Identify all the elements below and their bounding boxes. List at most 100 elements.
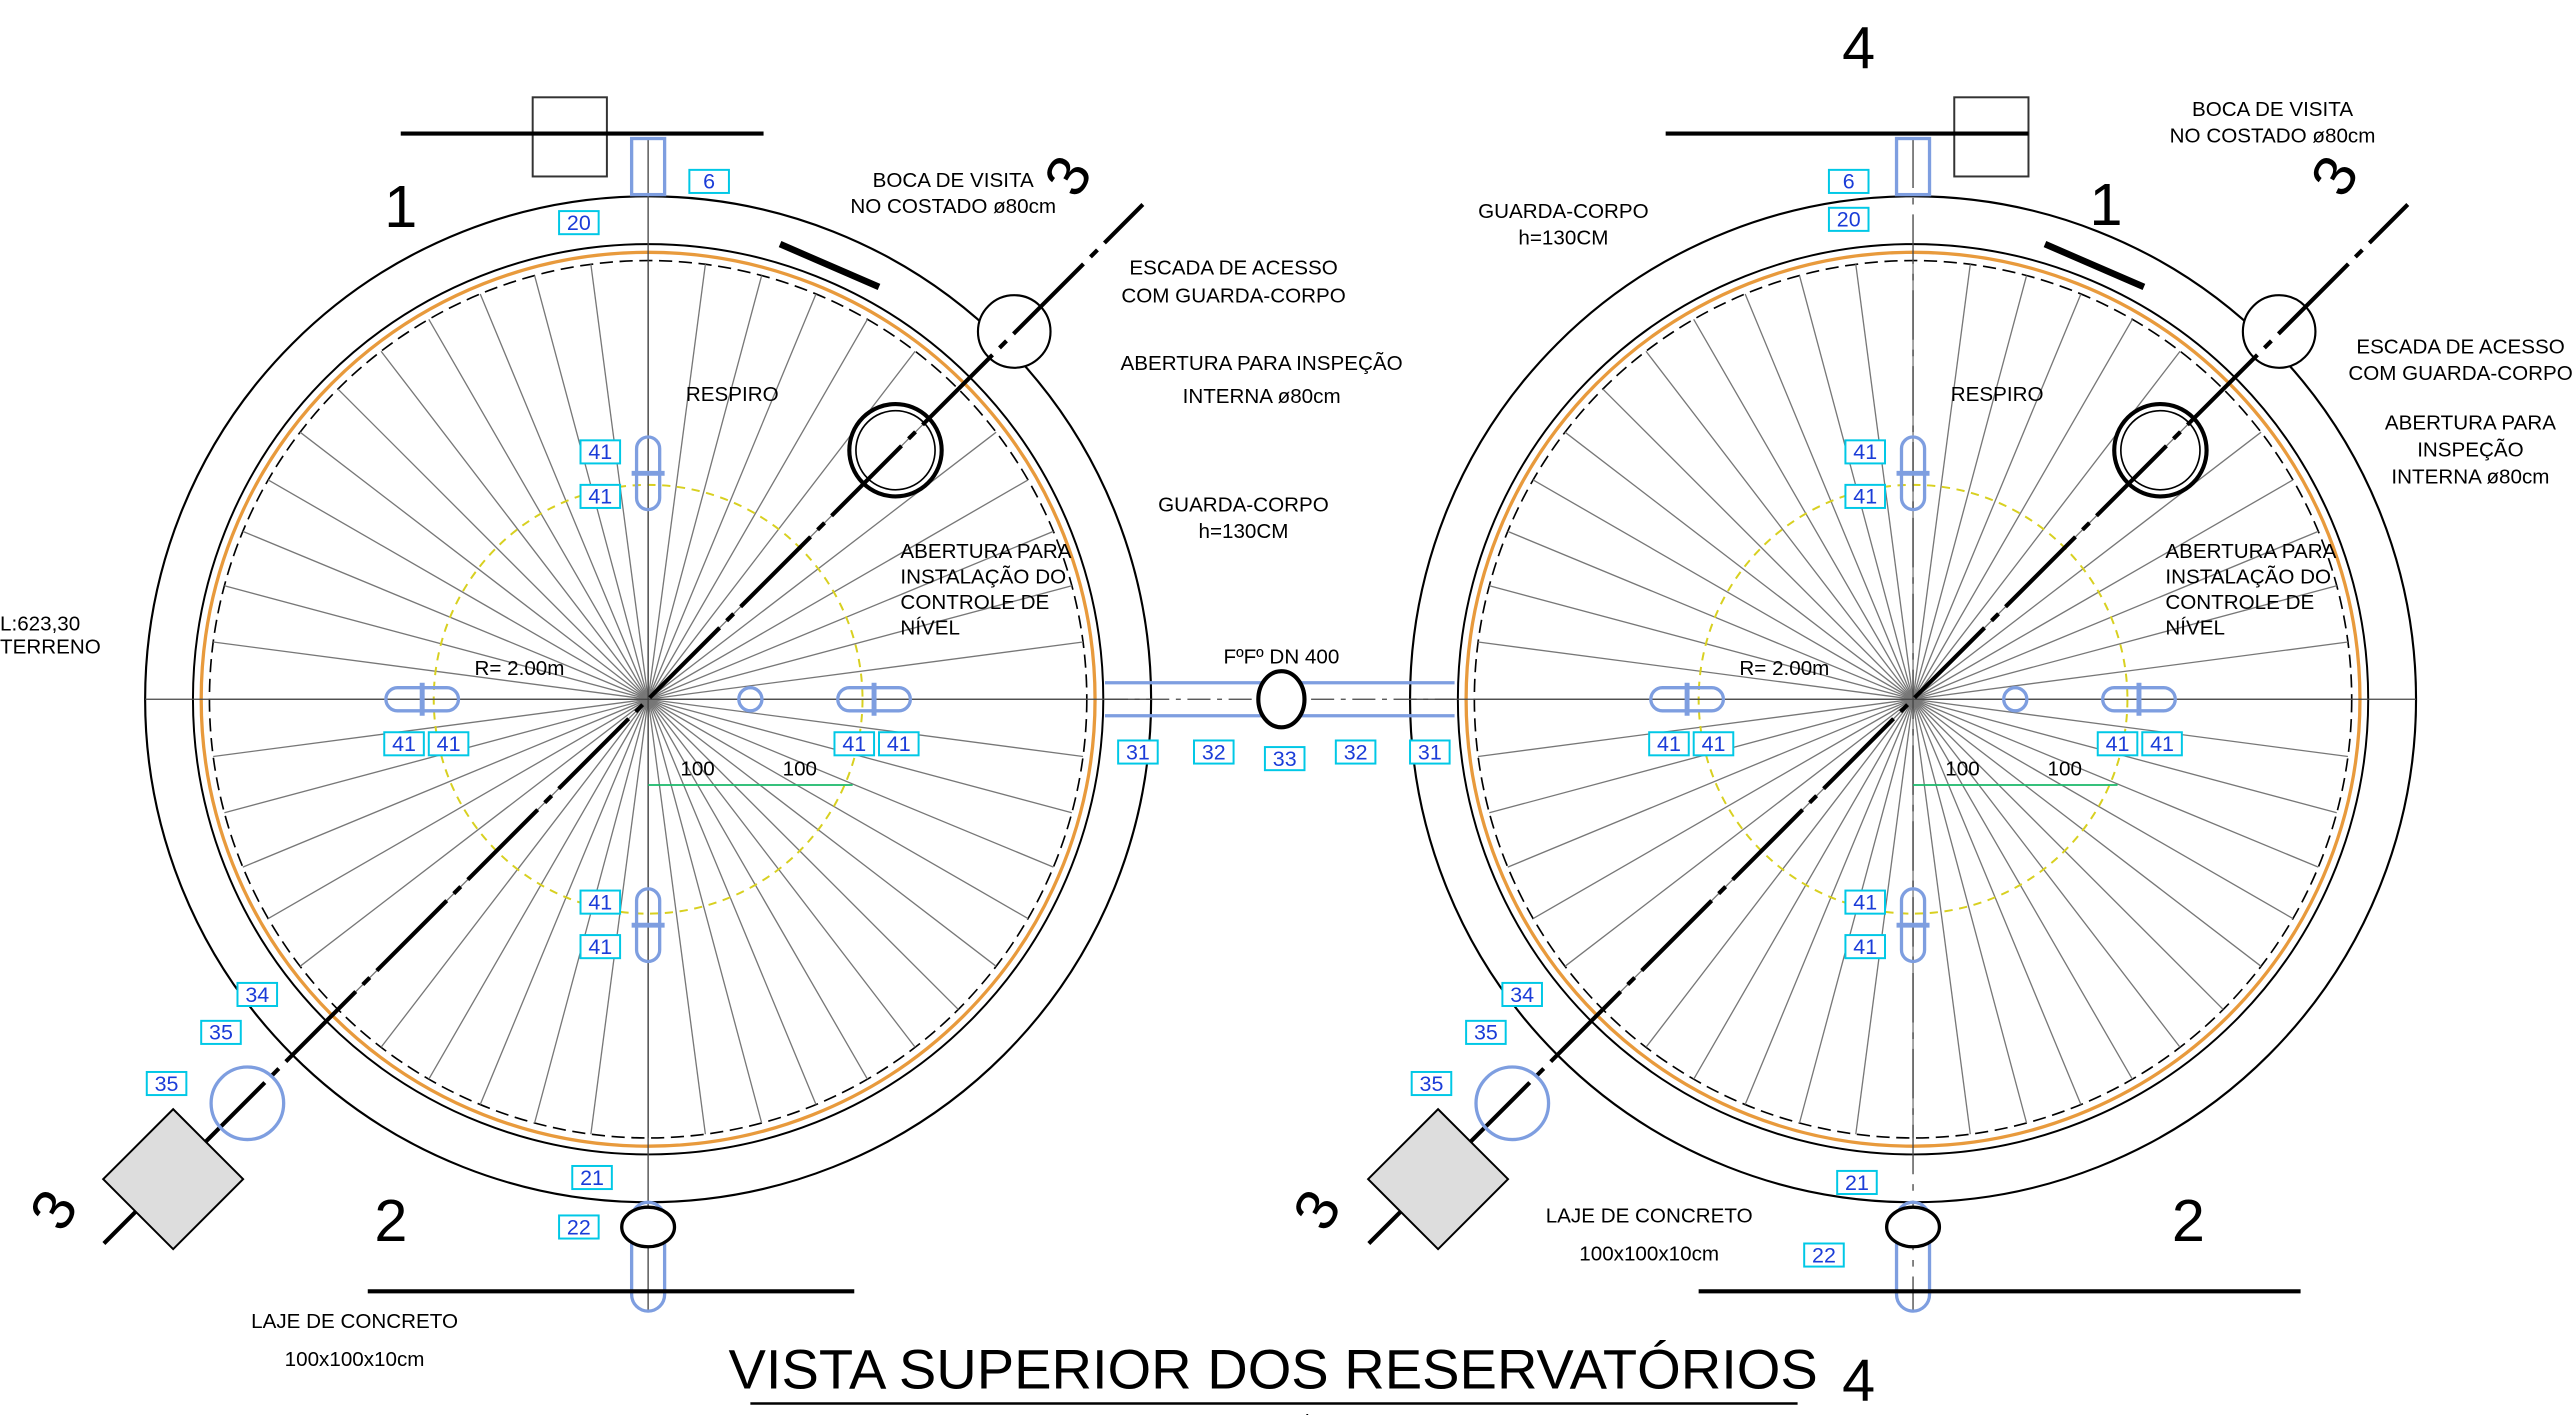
annotation: L:623,30 [0,612,80,635]
section-marker: 4 [1842,1347,1875,1414]
tag: 6 [703,170,715,194]
roof-rafter [1913,276,2027,700]
roof-rafter [648,276,762,700]
tag: 34 [245,983,269,1007]
scale: ESC.: 1/75 [1222,1410,1334,1415]
roof-rafter [1478,642,1913,699]
roof-rafter [1913,699,2318,867]
roof-rafter [1913,642,2348,699]
annotation: INSTALAÇÃO DO [2165,564,2331,588]
tag: 41 [392,732,416,756]
tag: 22 [1812,1243,1836,1267]
section-marker: 1 [384,173,417,240]
tag: 32 [1344,740,1368,764]
section-marker: 1 [2089,171,2122,238]
drain-elbow [1476,1067,1549,1140]
outlet-valve [1887,1207,1940,1247]
roof-rafter [480,699,648,1104]
annotation: INTERNA ø80cm [1183,385,1341,408]
tag: 35 [1474,1021,1498,1045]
annotation: RESPIRO [686,383,779,406]
tag: 41 [588,890,612,914]
tag: 41 [1702,732,1726,756]
tag: 41 [437,732,461,756]
annotation: 100x100x10cm [1579,1242,1719,1265]
roof-rafter [1745,699,1913,1104]
roof-rafter [243,699,648,867]
roof-rafter [1913,480,2293,699]
tag: 41 [842,732,866,756]
annotation: GUARDA-CORPO [1478,200,1649,223]
roof-rafter [1533,480,1913,699]
roof-rafter [1856,699,1913,1134]
annotation: INTERNA ø80cm [2391,466,2549,489]
section-marker: 4 [1842,14,1875,81]
annotation: R= 2.00m [1739,657,1829,680]
roof-rafter [338,389,648,699]
roof-rafter [1856,264,1913,699]
annotation: ABERTURA PARA [2385,411,2556,434]
tank [1368,97,2416,1311]
section-marker: 3 [1280,1179,1355,1241]
tag: 41 [1657,732,1681,756]
section-3-line [104,204,1143,1243]
roof-rafter [648,699,1053,867]
gate-valve [1258,671,1304,727]
tag: 41 [1853,890,1877,914]
annotation: ABERTURA PARA [900,540,1071,563]
roof-rafter [648,319,867,699]
annotation: LAJE DE CONCRETO [1546,1205,1753,1228]
drain-elbow [211,1067,284,1140]
annotation: NO COSTADO ø80cm [2170,124,2376,147]
roof-rafter [1694,319,1913,699]
annotation: FºFº DN 400 [1223,645,1339,668]
tag: 31 [1418,740,1442,764]
boca-visita [2045,244,2144,287]
annotation: 100 [1945,758,1979,781]
roof-rafter [1745,294,1913,699]
annotation: h=130CM [1199,520,1289,543]
page: { "title": "VISTA SUPERIOR DOS RESERVATÓ… [0,0,2576,1415]
section-marker: 2 [2172,1187,2205,1254]
annotation: 100 [680,758,714,781]
roof-rafter [429,319,648,699]
annotation: INSPEÇÃO [2417,437,2524,461]
section-marker: 2 [374,1187,407,1254]
tag: 34 [1510,983,1534,1007]
annotation: COM GUARDA-CORPO [2348,362,2572,385]
tag: 35 [155,1072,179,1096]
roof-rafter [1913,294,2081,699]
annotation: 100x100x10cm [285,1348,425,1371]
roof-rafter [591,699,648,1134]
boca-visita [780,244,879,287]
tag: 21 [1845,1171,1869,1195]
roof-rafter [1508,699,1913,867]
tag: 31 [1126,740,1150,764]
tag: 35 [1420,1072,1444,1096]
annotation: R= 2.00m [475,657,565,680]
roof-rafter [1913,319,2132,699]
tag: 41 [1853,935,1877,959]
annotation: NO COSTADO ø80cm [850,195,1056,218]
roof-rafter [648,264,705,699]
inlet-valve [533,97,607,176]
roof-rafter [1489,586,1913,700]
annotation: CONTROLE DE [900,591,1049,614]
section-3-line [1369,204,2408,1243]
roof-rafter [648,480,1028,699]
tag: 41 [2106,732,2130,756]
inlet-valve [1954,97,2028,176]
annotation: RESPIRO [1951,383,2044,406]
annotation: NÍVEL [2165,617,2225,640]
roof-rafter [224,586,648,700]
annotation: ABERTURA PARA INSPEÇÃO [1121,351,1403,375]
tank [103,97,1151,1311]
roof-rafter [480,294,648,699]
roof-rafter [268,480,648,699]
tag: 21 [580,1166,604,1190]
annotation: 100 [2048,758,2082,781]
annotation: CONTROLE DE [2165,591,2314,614]
tag: 22 [567,1215,591,1239]
roof-rafter [1508,531,1913,699]
roof-rafter [1603,389,1913,699]
